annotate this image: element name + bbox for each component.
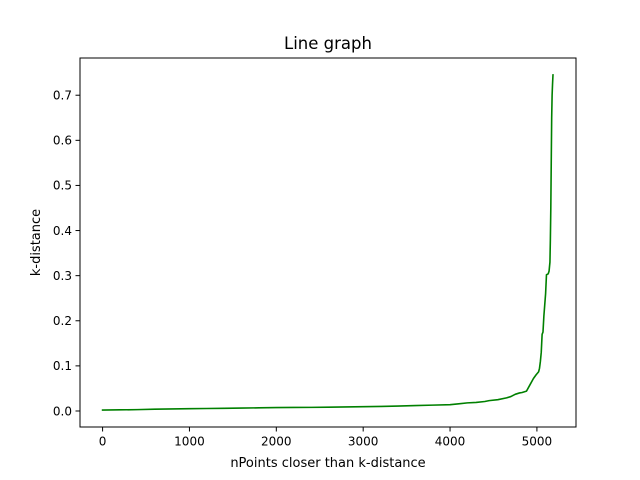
series-line <box>101 74 554 411</box>
y-tick-label: 0.0 <box>53 404 72 418</box>
y-tick-label: 0.2 <box>53 314 72 328</box>
y-tick-label: 0.1 <box>53 359 72 373</box>
x-tick-label: 4000 <box>435 435 466 449</box>
y-axis-ticks: 0.0 0.1 0.2 0.3 0.4 0.5 0.6 0.7 <box>53 89 80 418</box>
y-tick-label: 0.3 <box>53 269 72 283</box>
x-tick-label: 2000 <box>261 435 292 449</box>
plot-area <box>101 74 554 411</box>
y-tick-label: 0.4 <box>53 224 72 238</box>
x-tick-label: 1000 <box>174 435 205 449</box>
y-tick-label: 0.5 <box>53 179 72 193</box>
x-tick-label: 5000 <box>522 435 553 449</box>
y-tick-label: 0.7 <box>53 89 72 103</box>
y-tick-label: 0.6 <box>53 134 72 148</box>
chart-title: Line graph <box>284 34 372 53</box>
x-tick-label: 3000 <box>348 435 379 449</box>
x-axis-ticks: 0 1000 2000 3000 4000 5000 <box>99 427 552 449</box>
x-tick-label: 0 <box>99 435 107 449</box>
x-axis-label: nPoints closer than k-distance <box>230 456 425 471</box>
axes-frame <box>79 57 577 428</box>
y-axis-label: k-distance <box>29 209 44 276</box>
